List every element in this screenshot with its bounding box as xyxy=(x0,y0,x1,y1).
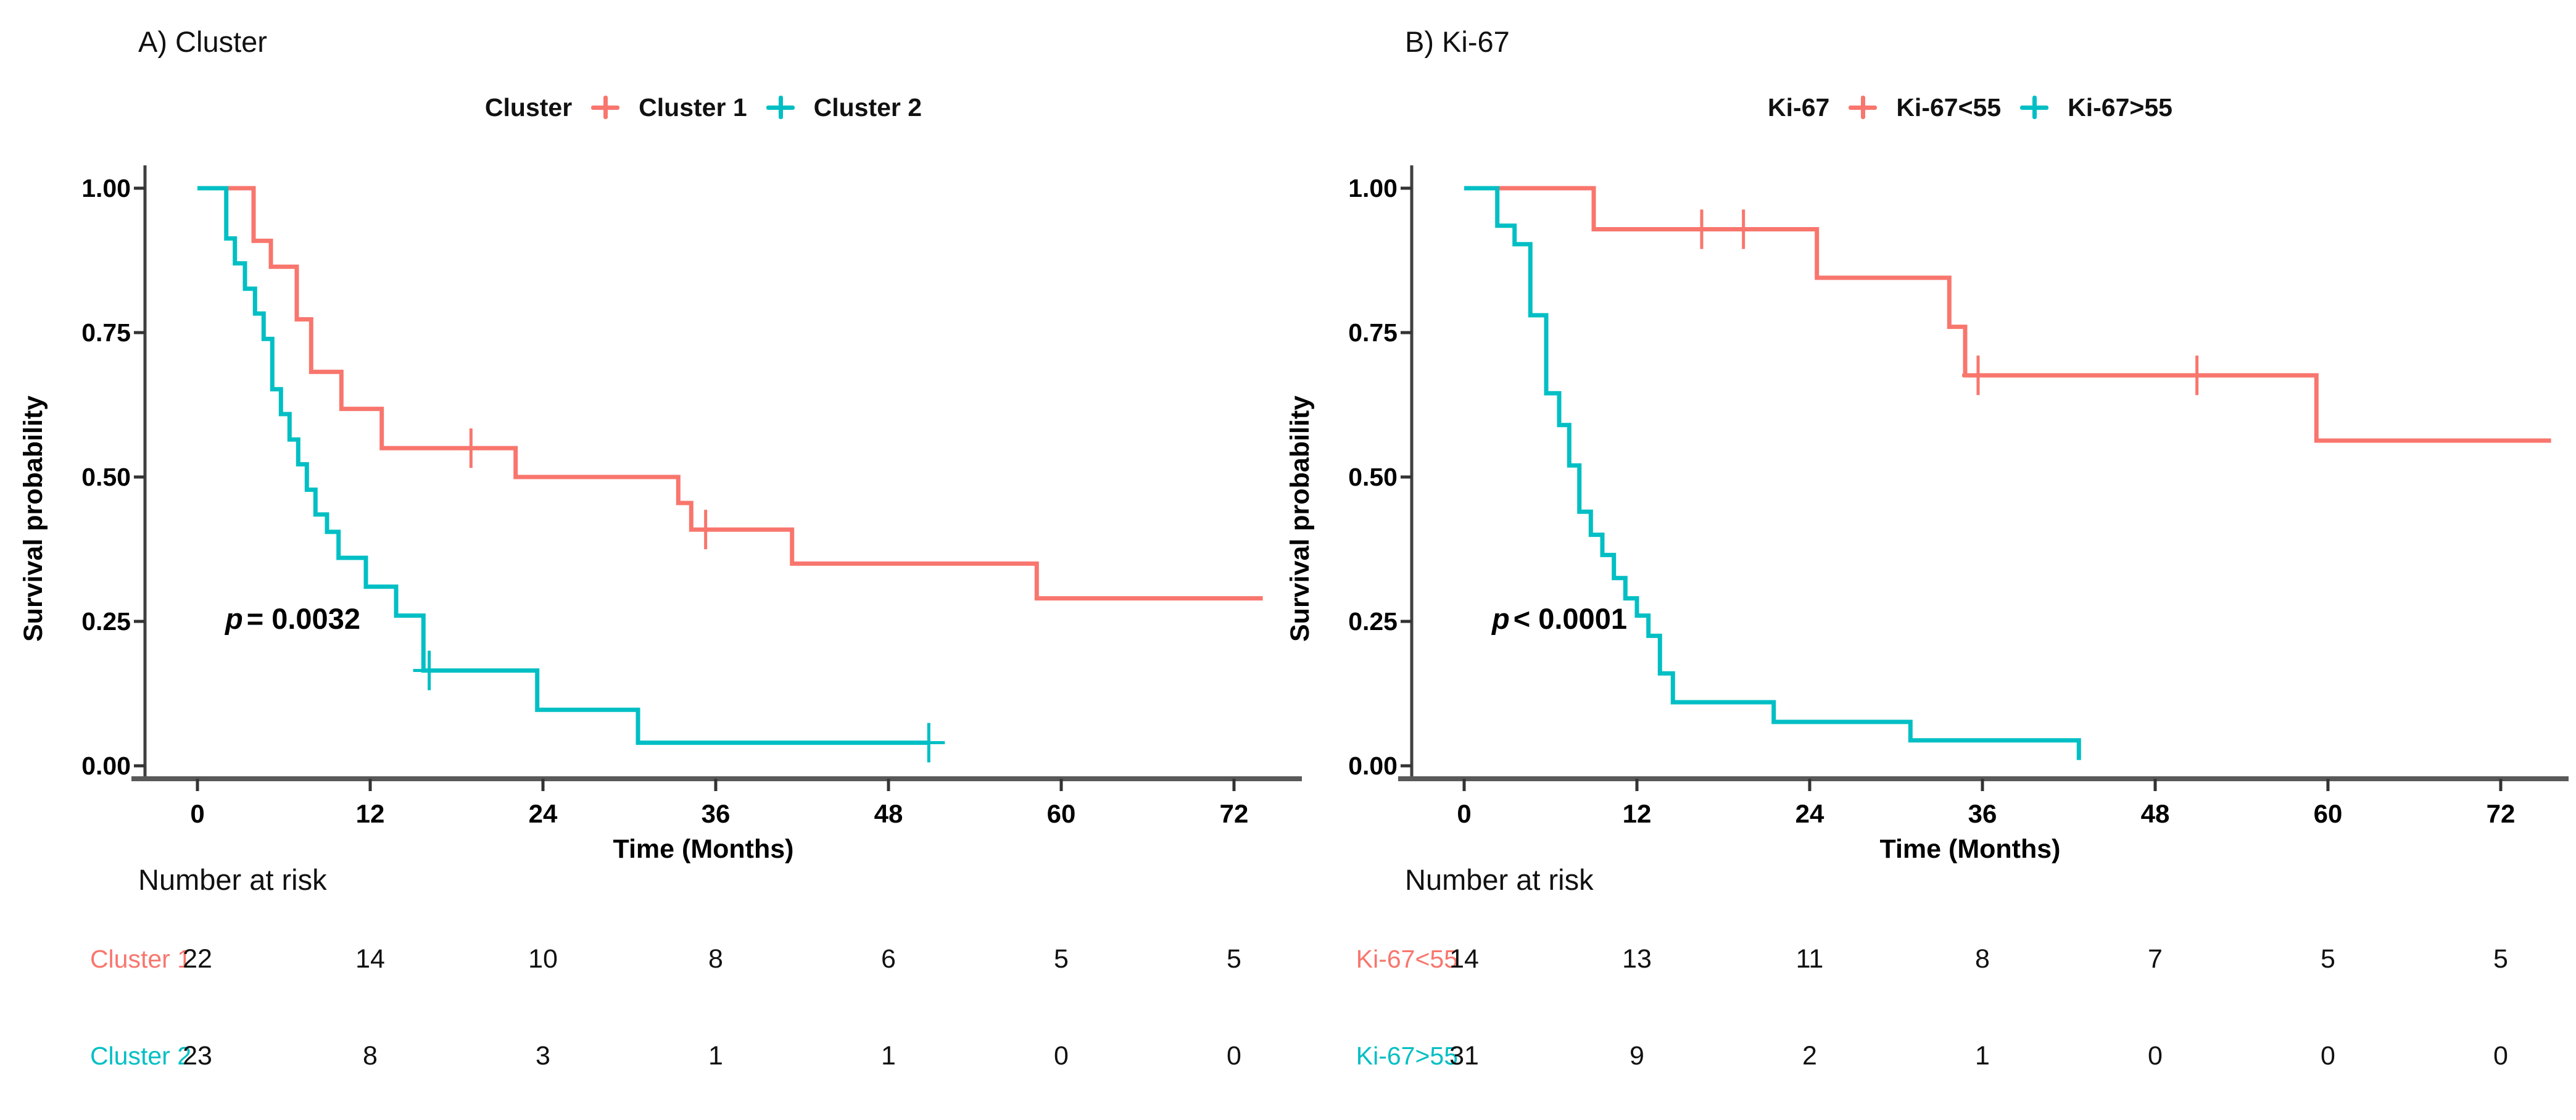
panel-a-ytick-0.00: 0.00 xyxy=(81,752,131,780)
panel-b-ytick-0.75: 0.75 xyxy=(1348,318,1398,347)
risk-cell: 10 xyxy=(528,944,558,974)
risk-cell: 11 xyxy=(1795,944,1824,974)
panel-b-risk-row2-label: Ki-67>55 xyxy=(1356,1042,1458,1070)
risk-cell: 9 xyxy=(1630,1041,1644,1071)
risk-cell: 0 xyxy=(2148,1041,2163,1071)
ki67-low-plus-icon xyxy=(1847,91,1879,123)
risk-cell: 8 xyxy=(708,944,723,974)
panel-a-p-symbol: p xyxy=(225,602,243,635)
risk-cell: 1 xyxy=(708,1041,723,1071)
panel-b-ytick-1.00: 1.00 xyxy=(1348,174,1398,202)
panel-b-xtick-60: 60 xyxy=(2313,799,2343,828)
risk-cell: 22 xyxy=(183,944,212,974)
panel-b-p-value: p < 0.0001 xyxy=(1492,602,1627,636)
panel-a-legend-title: Cluster xyxy=(484,93,573,122)
risk-cell: 0 xyxy=(2493,1041,2508,1071)
panel-a-xtick-24: 24 xyxy=(528,799,558,828)
panel-b-legend-title: Ki-67 xyxy=(1768,93,1830,122)
panel-b-ytick-0.25: 0.25 xyxy=(1348,607,1398,636)
panel-b-legend: Ki-67 Ki-67<55 Ki-67>55 xyxy=(1267,91,2576,123)
risk-cell: 5 xyxy=(1227,944,1241,974)
panel-b-title: B) Ki-67 xyxy=(1405,25,1510,58)
panel-a-xtick-60: 60 xyxy=(1046,799,1076,828)
risk-cell: 13 xyxy=(1622,944,1652,974)
panel-a-xtick-48: 48 xyxy=(874,799,903,828)
panel-b-p-symbol: p xyxy=(1492,602,1510,635)
panel-b-risk-row1-label: Ki-67<55 xyxy=(1356,945,1458,973)
panel-b-legend-item-ki67-high: Ki-67>55 xyxy=(2068,93,2172,122)
panel-b-y-axis-title: Survival probability xyxy=(1285,395,1315,642)
panel-a-xtick-36: 36 xyxy=(701,799,731,828)
risk-cell: 8 xyxy=(363,1041,378,1071)
risk-cell: 8 xyxy=(1975,944,1990,974)
panel-a-risk-row2-label: Cluster 2 xyxy=(89,1042,191,1070)
risk-cell: 31 xyxy=(1449,1041,1479,1071)
panel-a-xtick-0: 0 xyxy=(190,799,205,828)
risk-cell: 5 xyxy=(2321,944,2335,974)
panel-b-ytick-0.00: 0.00 xyxy=(1348,752,1398,780)
panel-a-risk-table-header: Number at risk xyxy=(138,863,327,896)
risk-cell: 7 xyxy=(2148,944,2163,974)
risk-cell: 5 xyxy=(1054,944,1069,974)
panel-b-risk-table-header: Number at risk xyxy=(1405,863,1594,896)
risk-cell: 2 xyxy=(1802,1041,1817,1071)
cluster1-plus-icon xyxy=(589,91,621,123)
panel-a-legend: Cluster Cluster 1 Cluster 2 xyxy=(0,91,1407,123)
risk-cell: 14 xyxy=(1449,944,1479,974)
panel-a-ytick-0.25: 0.25 xyxy=(81,607,131,636)
panel-a-legend-item-cluster2: Cluster 2 xyxy=(813,93,922,122)
panel-a-xtick-12: 12 xyxy=(355,799,385,828)
panel-b-x-axis-title: Time (Months) xyxy=(1879,834,2061,864)
risk-cell: 0 xyxy=(1227,1041,1241,1071)
risk-cell: 6 xyxy=(881,944,896,974)
panel-a-y-axis-title: Survival probability xyxy=(19,395,48,642)
panel-a-p-rest: = 0.0032 xyxy=(246,602,360,635)
panel-b-legend-item-ki67-low: Ki-67<55 xyxy=(1896,93,2002,122)
panel-a-ytick-0.50: 0.50 xyxy=(81,463,131,491)
risk-cell: 3 xyxy=(536,1041,550,1071)
panel-a-title: A) Cluster xyxy=(138,25,267,58)
panel-b-p-rest: < 0.0001 xyxy=(1513,602,1627,635)
panel-a-risk-row1-label: Cluster 1 xyxy=(89,945,191,973)
panel-b-xtick-36: 36 xyxy=(1968,799,1997,828)
panel-a-ytick-0.75: 0.75 xyxy=(81,318,131,347)
panel-b-ytick-0.50: 0.50 xyxy=(1348,463,1398,491)
risk-cell: 23 xyxy=(183,1041,212,1071)
panel-a-p-value: p = 0.0032 xyxy=(225,602,360,636)
risk-cell: 0 xyxy=(2321,1041,2335,1071)
panel-a-legend-item-cluster1: Cluster 1 xyxy=(639,93,747,122)
ki67-high-plus-icon xyxy=(2018,91,2050,123)
cluster2-plus-icon xyxy=(764,91,797,123)
panel-b-xtick-48: 48 xyxy=(2140,799,2170,828)
risk-cell: 1 xyxy=(1975,1041,1990,1071)
risk-cell: 5 xyxy=(2493,944,2508,974)
panel-b-xtick-0: 0 xyxy=(1457,799,1472,828)
panel-a-xtick-72: 72 xyxy=(1219,799,1249,828)
panel-b-xtick-72: 72 xyxy=(2486,799,2516,828)
panel-a-x-axis-title: Time (Months) xyxy=(613,834,794,864)
risk-cell: 14 xyxy=(355,944,385,974)
panel-b-xtick-24: 24 xyxy=(1795,799,1824,828)
panel-a-ytick-1.00: 1.00 xyxy=(81,174,131,202)
risk-cell: 0 xyxy=(1054,1041,1069,1071)
panel-b-xtick-12: 12 xyxy=(1622,799,1652,828)
risk-cell: 1 xyxy=(881,1041,896,1071)
